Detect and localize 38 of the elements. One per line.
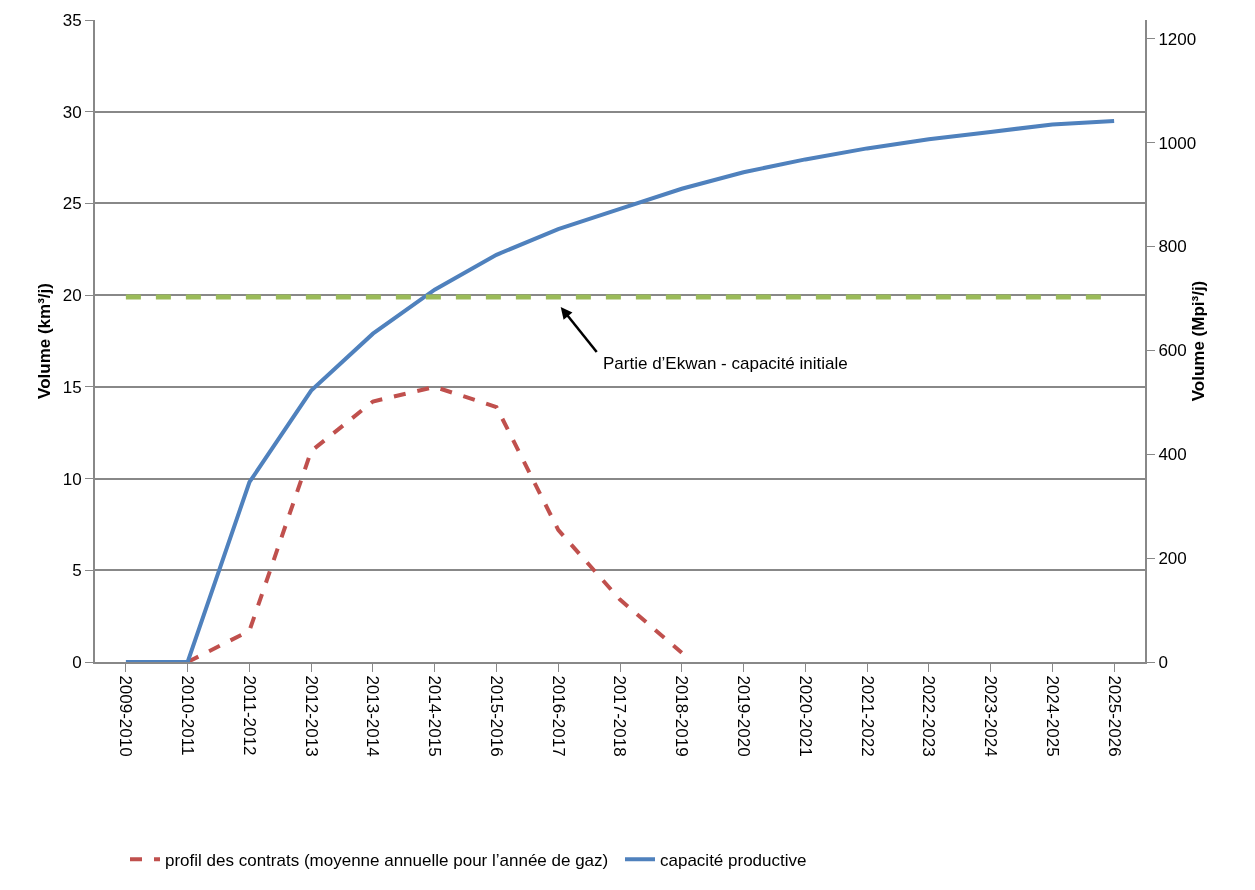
y-tick-label: 30 [62,102,82,122]
y-tick-label: 5 [72,561,82,581]
y-tick-label: 10 [62,469,82,489]
y2-tick-label: 1000 [1158,133,1197,153]
x-tick-label: 2024-2025 [1042,675,1062,757]
y-tick-label: 0 [72,652,82,672]
legend-label: capacité productive [660,850,807,870]
x-tick-label: 2016-2017 [548,675,568,757]
y-axis-title: Volume (km³/j) [35,283,54,399]
x-tick-label: 2020-2021 [795,675,815,757]
x-tick-label: 2014-2015 [425,675,445,757]
y2-tick-label: 800 [1158,237,1187,257]
legend-label: profil des contrats (moyenne annuelle pour l’année de gaz) [165,850,609,870]
x-tick-label: 2013-2014 [363,675,383,757]
x-tick-label: 2012-2013 [301,675,321,757]
x-tick-label: 2025-2026 [1104,675,1124,757]
y2-tick-label: 600 [1158,341,1187,361]
y2-tick-label: 200 [1158,549,1187,569]
x-tick-label: 2021-2022 [857,675,877,757]
x-tick-label: 2010-2011 [178,675,198,756]
annotation: Partie d’Ekwan - capacité initiale [603,354,848,373]
y2-axis-title: Volume (Mpi³/j) [1188,280,1208,402]
y-tick-label: 15 [62,377,82,397]
y2-tick-label: 1200 [1158,29,1197,49]
x-tick-label: 2009-2010 [116,675,136,757]
y-tick-label: 20 [62,286,82,306]
x-tick-label: 2022-2023 [919,675,939,757]
y-tick-label: 35 [62,10,82,30]
x-tick-label: 2015-2016 [486,675,506,757]
y-tick-label: 25 [62,194,82,214]
x-tick-label: 2023-2024 [981,675,1001,757]
x-tick-label: 2017-2018 [610,675,630,757]
y2-tick-label: 400 [1158,445,1187,465]
y2-tick-label: 0 [1158,652,1168,672]
line-series [123,118,1117,662]
x-tick-label: 2019-2020 [734,675,754,757]
x-tick-label: 2018-2019 [672,675,692,757]
x-tick-label: 2011-2012 [239,675,259,756]
